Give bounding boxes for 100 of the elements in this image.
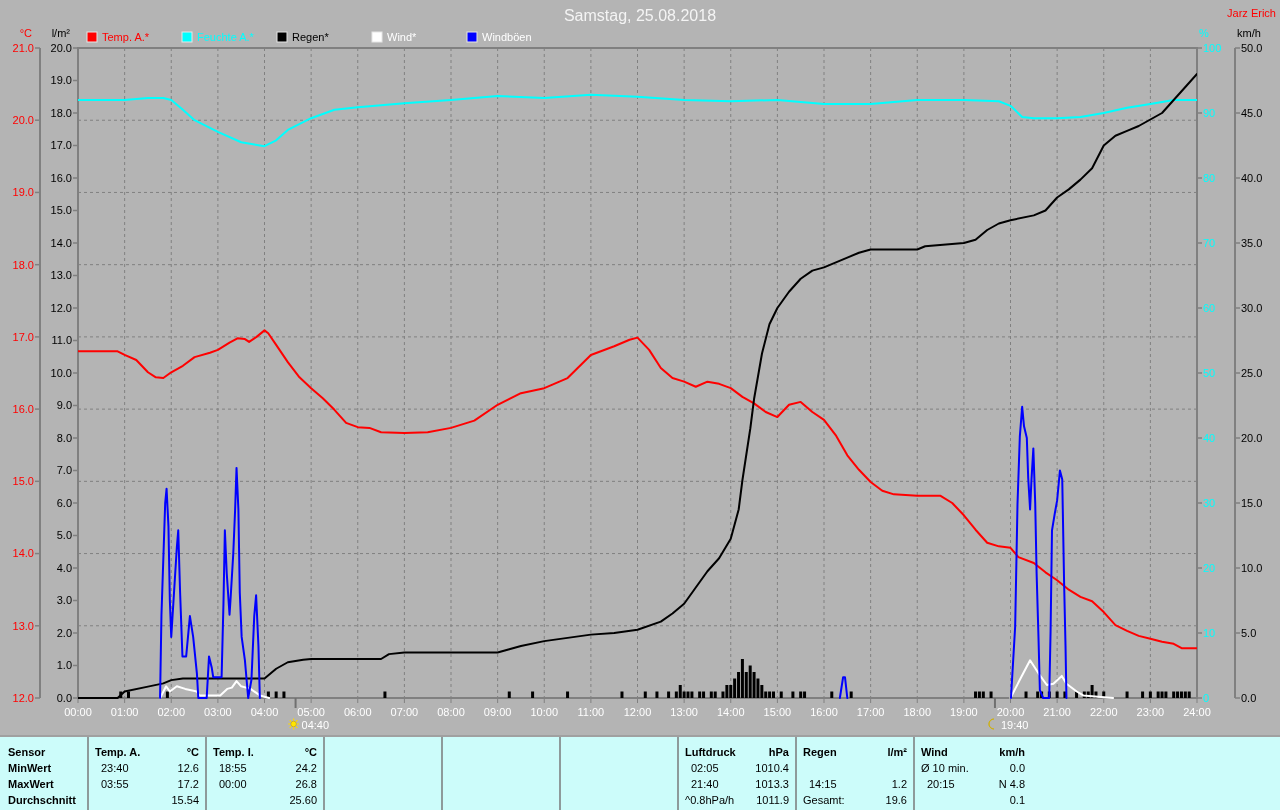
y2-tick-label: 12.0 bbox=[50, 301, 72, 314]
text: km/h bbox=[999, 746, 1026, 758]
y-tick-label: 18.0 bbox=[12, 258, 34, 271]
text: 1013.3 bbox=[755, 778, 789, 790]
text: Durchschnitt bbox=[8, 794, 77, 806]
text: 03:55 bbox=[101, 778, 129, 790]
text: 12.6 bbox=[177, 762, 199, 774]
y2-tick-label: 9.0 bbox=[56, 399, 72, 412]
x-tick-label: 23:00 bbox=[1136, 706, 1165, 718]
y2-tick-label: 2.0 bbox=[56, 626, 72, 639]
y3-tick-label: 70 bbox=[1203, 236, 1216, 249]
text: 24.2 bbox=[295, 762, 317, 774]
legend-label: Feuchte A.* bbox=[197, 31, 255, 43]
y2-tick-label: 19.0 bbox=[50, 74, 72, 87]
text: Jarz Erich bbox=[1227, 7, 1276, 19]
legend-label: Regen* bbox=[292, 31, 330, 43]
x-tick-label: 22:00 bbox=[1089, 706, 1118, 718]
text: 18:55 bbox=[219, 762, 247, 774]
y2-tick-label: 16.0 bbox=[50, 171, 72, 184]
y3-axis-title: % bbox=[1199, 27, 1209, 39]
x-tick-label: 18:00 bbox=[903, 706, 932, 718]
text: 00:00 bbox=[219, 778, 247, 790]
text: 26.8 bbox=[295, 778, 317, 790]
text: 23:40 bbox=[101, 762, 129, 774]
x-tick-label: 02:00 bbox=[157, 706, 186, 718]
y-tick-label: 17.0 bbox=[12, 330, 34, 343]
text: 19:40 bbox=[1000, 719, 1029, 731]
x-tick-label: 00:00 bbox=[64, 706, 92, 718]
x-tick-label: 20:00 bbox=[996, 706, 1025, 718]
y-tick-label: 35.0 bbox=[1241, 236, 1263, 249]
x-tick-label: 04:00 bbox=[250, 706, 279, 718]
y3-tick-label: 0 bbox=[1203, 691, 1210, 704]
x-tick-label: 17:00 bbox=[856, 706, 885, 718]
y-tick-label: 15.0 bbox=[12, 475, 34, 488]
y-tick-label: 0.0 bbox=[1241, 691, 1257, 704]
text: Luftdruck bbox=[685, 746, 737, 758]
y2-tick-label: 18.0 bbox=[50, 106, 72, 119]
y-tick-label: 20.0 bbox=[12, 114, 34, 127]
y-tick-label: 19.0 bbox=[12, 186, 34, 199]
y2-tick-label: 5.0 bbox=[56, 529, 72, 542]
text: °C bbox=[186, 746, 200, 758]
y-axis-title: °C bbox=[19, 27, 33, 39]
text: 19.6 bbox=[885, 794, 907, 806]
y2-tick-label: 17.0 bbox=[50, 139, 72, 152]
text: 0.0 bbox=[1009, 762, 1025, 774]
x-tick-label: 10:00 bbox=[530, 706, 559, 718]
y3-tick-label: 50 bbox=[1203, 366, 1216, 379]
y3-tick-label: 20 bbox=[1203, 561, 1216, 574]
y3-tick-label: 60 bbox=[1203, 301, 1216, 314]
text: 14:15 bbox=[809, 778, 837, 790]
text: 1.2 bbox=[891, 778, 907, 790]
x-tick-label: 05:00 bbox=[297, 706, 325, 718]
text: Sensor bbox=[8, 746, 47, 758]
text: 04:40 bbox=[301, 719, 330, 731]
text: N 4.8 bbox=[998, 778, 1025, 790]
text: MaxWert bbox=[8, 778, 54, 790]
text: 17.2 bbox=[177, 778, 199, 790]
y3-tick-label: 90 bbox=[1203, 106, 1216, 119]
text: 1011.9 bbox=[756, 794, 789, 806]
y-tick-label: 40.0 bbox=[1241, 171, 1263, 184]
x-tick-label: 06:00 bbox=[343, 706, 372, 718]
y-tick-label: 16.0 bbox=[12, 402, 34, 415]
y2-tick-label: 6.0 bbox=[56, 496, 72, 509]
y-tick-label: 30.0 bbox=[1241, 301, 1263, 314]
legend-label: Wind* bbox=[387, 31, 418, 43]
y2-tick-label: 10.0 bbox=[50, 366, 72, 379]
y-tick-label: 15.0 bbox=[1241, 496, 1263, 509]
text: MinWert bbox=[8, 762, 52, 774]
text: Ø 10 min. bbox=[921, 762, 969, 774]
y2-tick-label: 8.0 bbox=[56, 431, 72, 444]
x-tick-label: 11:00 bbox=[577, 706, 605, 718]
x-tick-label: 09:00 bbox=[483, 706, 512, 718]
text: 15.54 bbox=[171, 794, 199, 806]
x-tick-label: 12:00 bbox=[623, 706, 652, 718]
x-tick-label: 21:00 bbox=[1043, 706, 1071, 718]
y-axis-title: km/h bbox=[1237, 27, 1261, 39]
x-tick-label: 03:00 bbox=[204, 706, 232, 718]
text: °C bbox=[304, 746, 318, 758]
y2-tick-label: 13.0 bbox=[50, 269, 72, 282]
y3-tick-label: 10 bbox=[1203, 626, 1216, 639]
x-tick-label: 16:00 bbox=[810, 706, 838, 718]
text: 21:40 bbox=[691, 778, 719, 790]
text: 0.1 bbox=[1009, 794, 1025, 806]
text: 1010.4 bbox=[755, 762, 789, 774]
y3-tick-label: 30 bbox=[1203, 496, 1216, 509]
text: l/m² bbox=[887, 746, 908, 758]
y3-tick-label: 100 bbox=[1203, 41, 1222, 54]
y3-tick-label: 40 bbox=[1203, 431, 1216, 444]
y3-tick-label: 80 bbox=[1203, 171, 1216, 184]
legend-label: Windböen bbox=[482, 31, 532, 43]
y-tick-label: 25.0 bbox=[1241, 366, 1263, 379]
text: 25.60 bbox=[289, 794, 317, 806]
y2-tick-label: 4.0 bbox=[56, 561, 72, 574]
y2-tick-label: 15.0 bbox=[50, 204, 72, 217]
y2-tick-label: 1.0 bbox=[56, 659, 72, 672]
x-tick-label: 19:00 bbox=[950, 706, 978, 718]
y-tick-label: 14.0 bbox=[12, 547, 34, 560]
text: Wind bbox=[921, 746, 948, 758]
y-tick-label: 10.0 bbox=[1241, 561, 1263, 574]
x-tick-label: 08:00 bbox=[437, 706, 465, 718]
